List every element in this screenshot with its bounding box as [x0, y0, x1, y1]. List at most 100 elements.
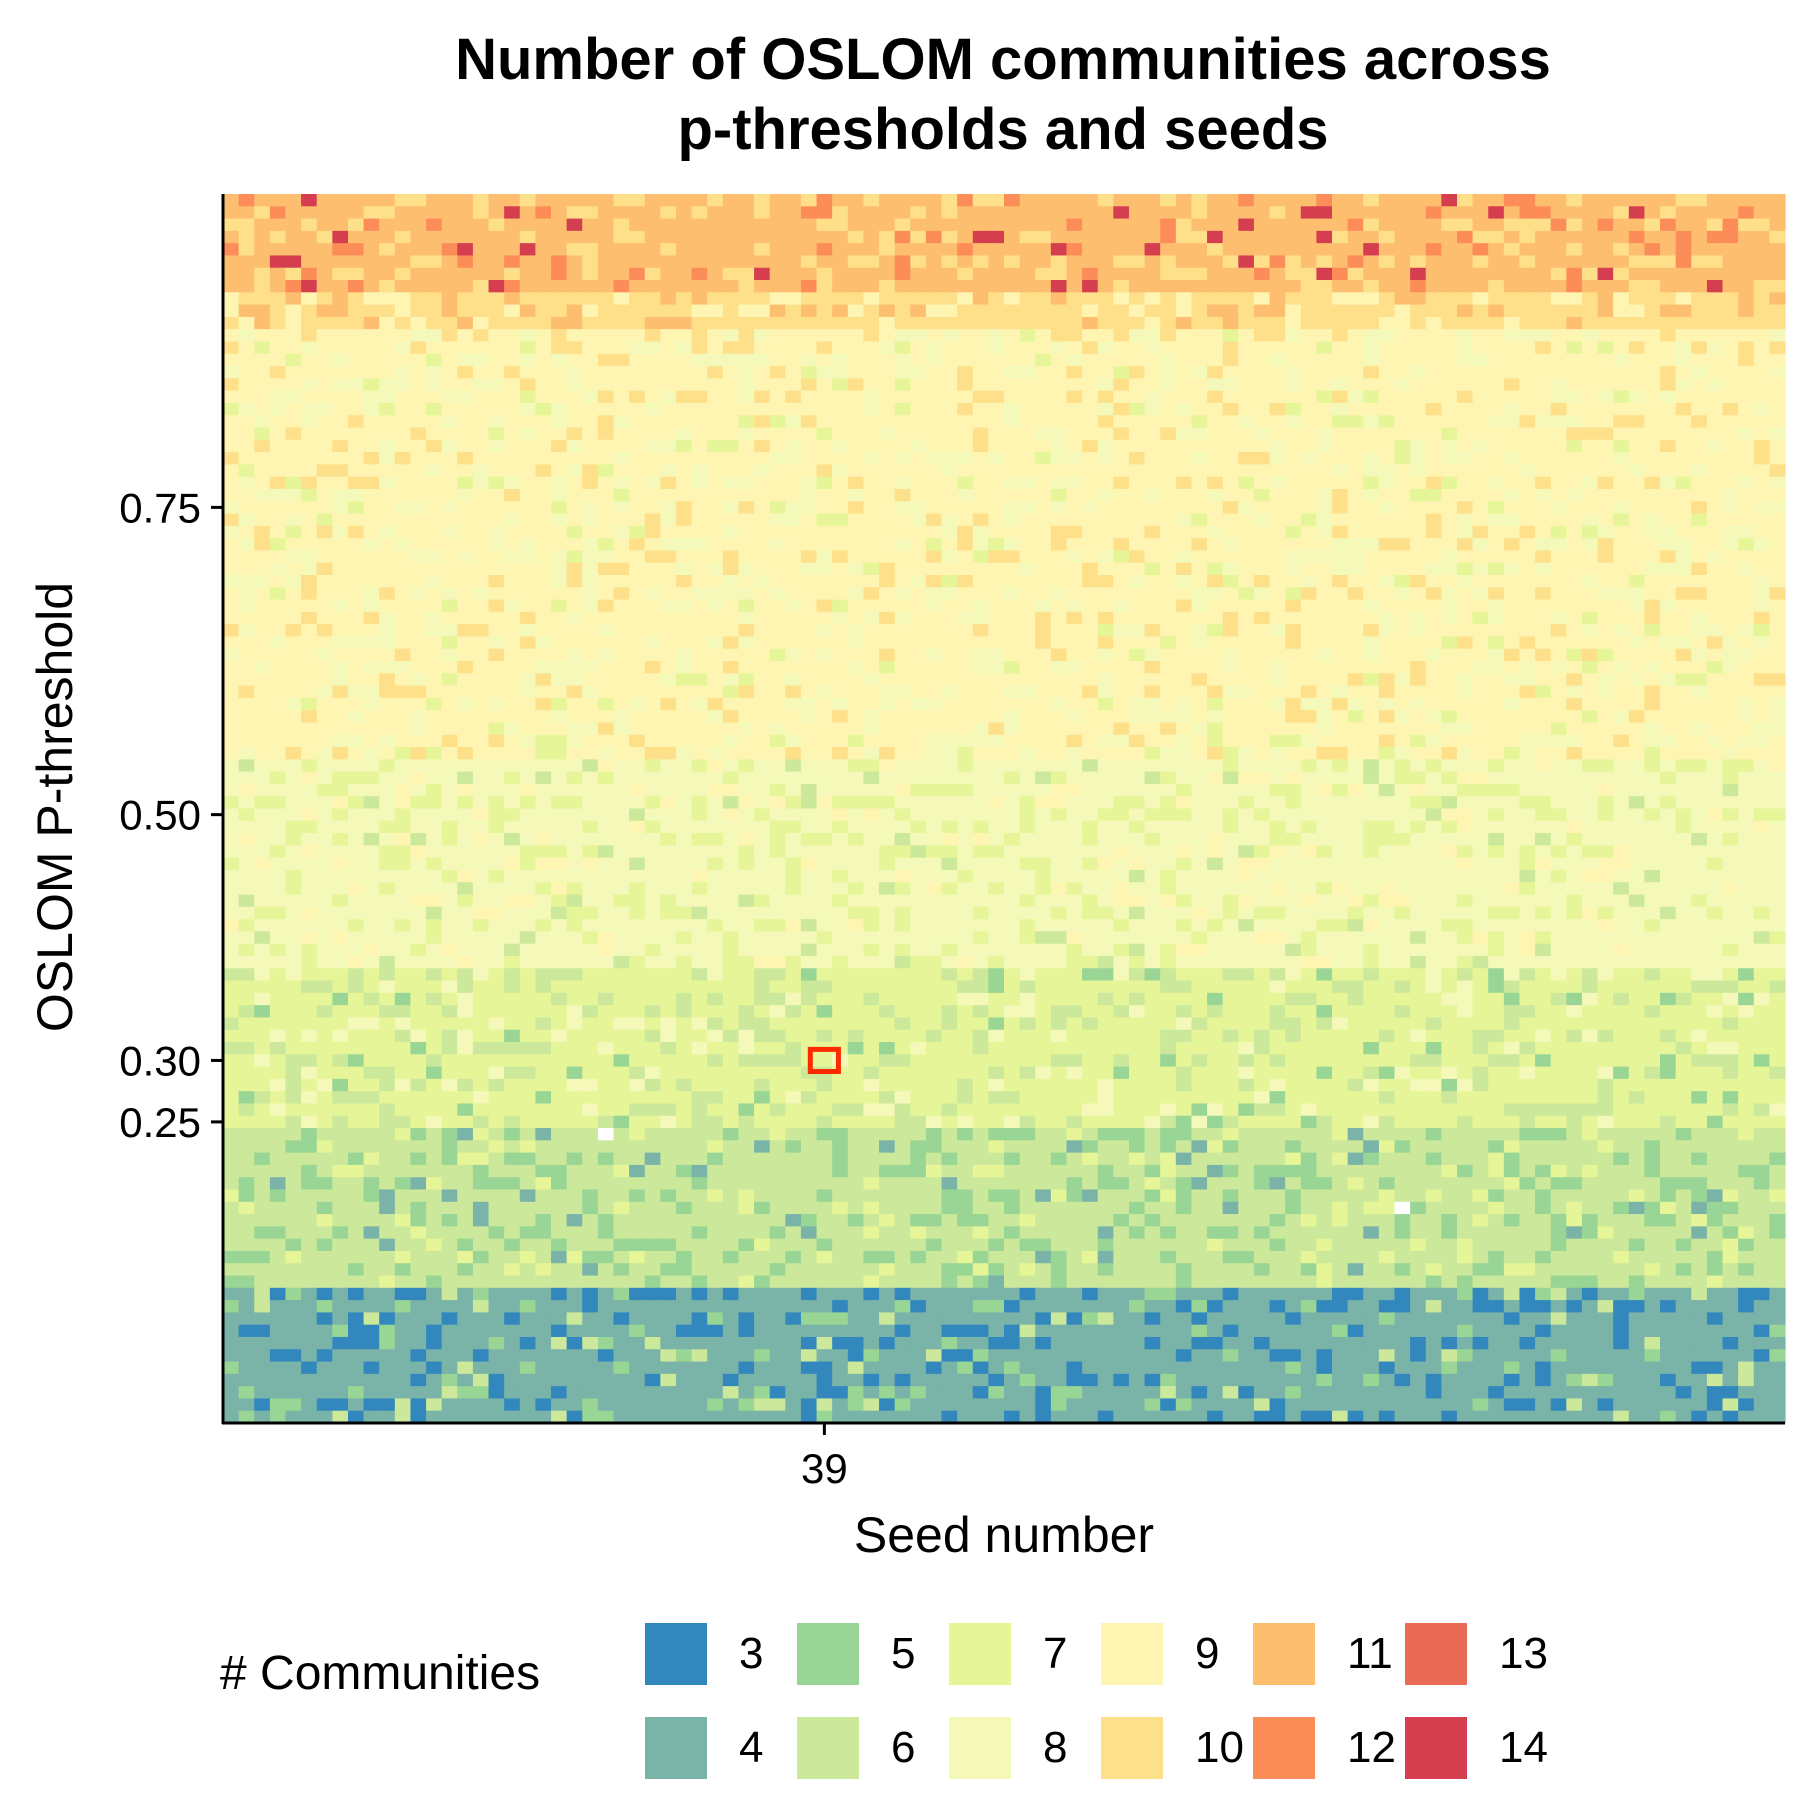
- heatmap-cell: [254, 538, 271, 552]
- heatmap-cell: [441, 636, 458, 650]
- heatmap-cell: [1644, 255, 1661, 269]
- heatmap-cell: [1238, 280, 1255, 293]
- heatmap-cell: [1472, 697, 1489, 711]
- heatmap-cell: [488, 599, 505, 613]
- heatmap-cell: [1035, 427, 1052, 441]
- heatmap-cell: [347, 353, 365, 367]
- heatmap-cell: [847, 648, 865, 662]
- heatmap-cell: [832, 501, 849, 515]
- heatmap-cell: [832, 636, 849, 650]
- heatmap-cell: [691, 329, 708, 343]
- heatmap-cell: [910, 218, 927, 232]
- heatmap-cell: [316, 378, 333, 392]
- heatmap-cell: [582, 759, 599, 773]
- heatmap-cell: [1019, 243, 1036, 257]
- heatmap-cell: [332, 796, 349, 810]
- heatmap-cell: [1004, 550, 1021, 564]
- heatmap-cell: [1191, 390, 1208, 404]
- heatmap-cell: [972, 452, 989, 465]
- heatmap-cell: [1566, 759, 1583, 773]
- heatmap-cell: [566, 452, 583, 465]
- heatmap-cell: [1175, 525, 1193, 539]
- heatmap-cell: [660, 415, 677, 429]
- heatmap-cell: [1660, 316, 1677, 330]
- heatmap-cell: [847, 353, 865, 367]
- heatmap-cell: [769, 218, 786, 232]
- heatmap-cell: [1097, 402, 1114, 416]
- heatmap-cell: [1706, 366, 1724, 379]
- heatmap-cell: [1753, 525, 1770, 539]
- heatmap-cell: [597, 378, 615, 392]
- heatmap-cell: [1644, 415, 1661, 429]
- heatmap-cell: [1550, 353, 1567, 367]
- heatmap-cell: [269, 280, 287, 293]
- heatmap-cell: [769, 538, 786, 552]
- heatmap-cell: [1644, 525, 1661, 539]
- heatmap-cell: [1191, 587, 1208, 601]
- heatmap-cell: [629, 501, 646, 515]
- heatmap-cell: [1441, 648, 1458, 662]
- heatmap-cell: [925, 501, 943, 515]
- heatmap-cell: [1035, 267, 1052, 281]
- heatmap-cell: [1722, 574, 1739, 588]
- heatmap-cell: [1238, 378, 1255, 392]
- heatmap-cell: [1566, 722, 1583, 736]
- heatmap-cell: [597, 292, 615, 306]
- heatmap-cell: [1628, 194, 1646, 207]
- heatmap-cell: [457, 316, 474, 330]
- heatmap-cell: [1675, 476, 1692, 490]
- heatmap-cell: [879, 452, 896, 465]
- heatmap-cell: [285, 734, 302, 748]
- heatmap-cell: [1410, 611, 1427, 625]
- heatmap-cell: [1082, 747, 1099, 760]
- heatmap-cell: [1472, 648, 1489, 662]
- heatmap-cell: [785, 648, 802, 662]
- heatmap-cell: [1378, 464, 1396, 478]
- heatmap-cell: [1269, 378, 1286, 392]
- heatmap-cell: [1207, 574, 1224, 588]
- heatmap-cell: [1222, 341, 1239, 355]
- heatmap-cell: [316, 636, 333, 650]
- heatmap-cell: [910, 488, 927, 502]
- heatmap-cell: [582, 267, 599, 281]
- heatmap-cell: [457, 550, 474, 564]
- heatmap-cell: [1753, 697, 1770, 711]
- heatmap-cell: [1097, 341, 1114, 355]
- heatmap-cell: [301, 697, 318, 711]
- heatmap-cell: [1394, 734, 1411, 748]
- heatmap-cell: [800, 611, 818, 625]
- heatmap-cell: [957, 673, 974, 687]
- heatmap-cell: [691, 783, 708, 797]
- heatmap-cell: [707, 255, 724, 269]
- heatmap-cell: [660, 648, 677, 662]
- heatmap-cell: [1628, 280, 1646, 293]
- heatmap-cell: [1425, 353, 1442, 367]
- heatmap-cell: [238, 353, 255, 367]
- heatmap-cell: [769, 661, 786, 674]
- heatmap-cell: [1550, 501, 1567, 515]
- heatmap-cell: [472, 464, 490, 478]
- heatmap-cell: [597, 316, 615, 330]
- heatmap-cell: [1566, 280, 1583, 293]
- heatmap-cell: [1316, 255, 1333, 269]
- heatmap-cell: [972, 673, 989, 687]
- heatmap-cell: [1144, 796, 1161, 810]
- heatmap-cell: [379, 685, 396, 699]
- heatmap-cell: [1660, 624, 1677, 638]
- heatmap-cell: [1535, 366, 1552, 379]
- heatmap-cell: [832, 538, 849, 552]
- heatmap-cell: [1660, 292, 1677, 306]
- heatmap-cell: [1519, 538, 1536, 552]
- heatmap-cell: [582, 661, 599, 674]
- heatmap-cell: [941, 316, 958, 330]
- heatmap-cell: [582, 353, 599, 367]
- heatmap-cell: [707, 452, 724, 465]
- heatmap-cell: [1191, 513, 1208, 527]
- heatmap-cell: [1253, 304, 1271, 318]
- heatmap-cell: [1316, 722, 1333, 736]
- heatmap-cell: [238, 316, 255, 330]
- heatmap-cell: [816, 624, 833, 638]
- heatmap-cell: [629, 255, 646, 269]
- heatmap-cell: [1425, 722, 1442, 736]
- heatmap-cell: [1191, 685, 1208, 699]
